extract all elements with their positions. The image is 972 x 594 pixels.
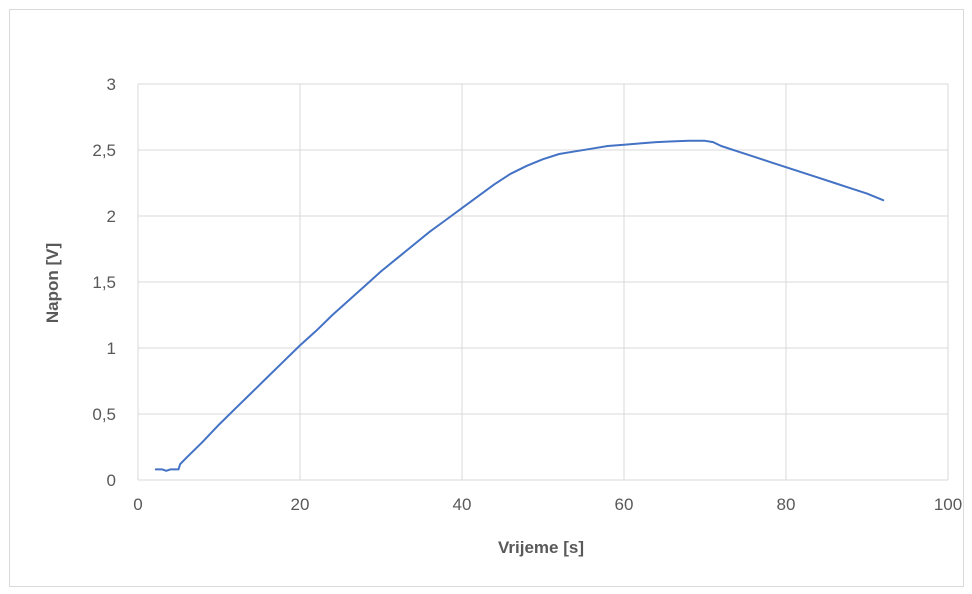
y-tick-label: 1,5 [92, 273, 116, 292]
y-tick-label: 2 [107, 207, 116, 226]
x-tick-label: 80 [777, 495, 796, 514]
x-tick-label: 0 [133, 495, 142, 514]
y-tick-label: 1 [107, 339, 116, 358]
y-tick-label: 0 [107, 471, 116, 490]
y-axis-label: Napon [V] [43, 243, 62, 323]
y-tick-label: 3 [107, 75, 116, 94]
series-group [154, 139, 885, 472]
chart-area [9, 9, 964, 587]
x-tick-label: 20 [291, 495, 310, 514]
y-tick-label: 0,5 [92, 405, 116, 424]
tick-labels: 0 0,5 1 1,5 2 2,5 3 0 20 40 60 80 100 [92, 75, 962, 514]
x-tick-label: 60 [615, 495, 634, 514]
x-axis-label: Vrijeme [s] [498, 538, 584, 557]
x-tick-label: 100 [934, 495, 962, 514]
axes [137, 84, 948, 481]
gridlines [138, 83, 949, 480]
x-tick-label: 40 [453, 495, 472, 514]
series-line [154, 139, 885, 472]
y-tick-label: 2,5 [92, 141, 116, 160]
